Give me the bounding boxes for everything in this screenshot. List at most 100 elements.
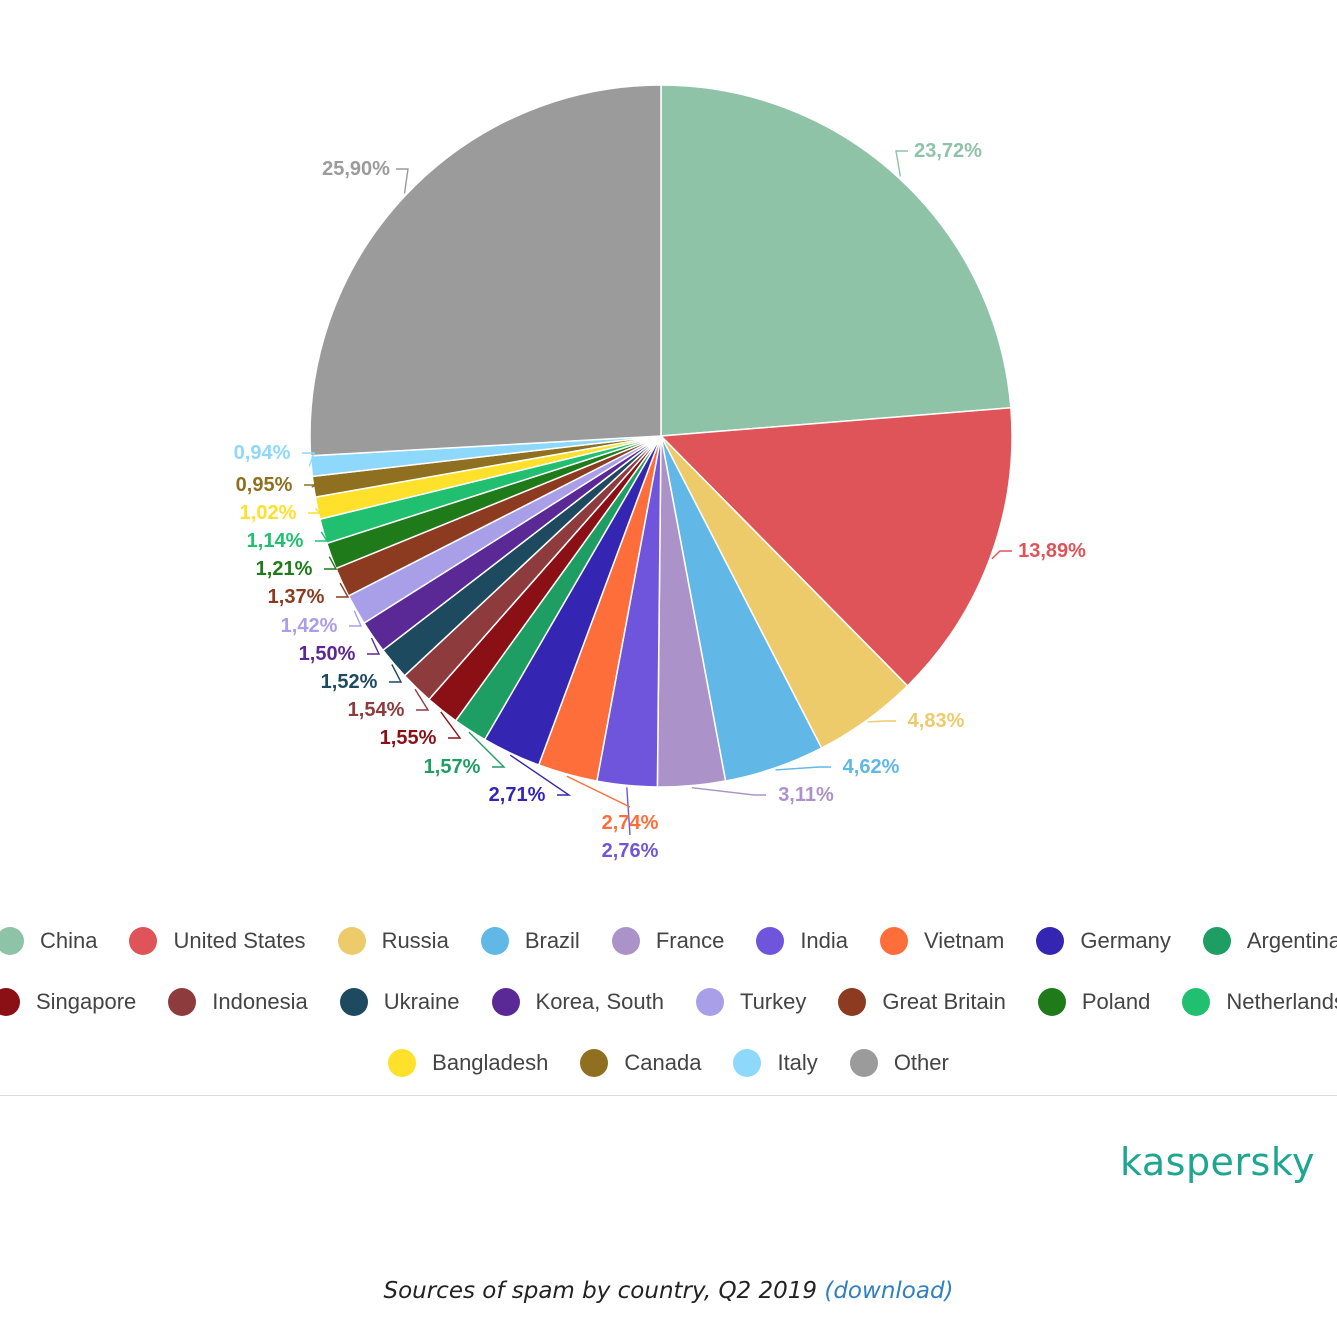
legend-swatch (733, 1048, 762, 1077)
pct-label-turkey: 1,42% (281, 615, 338, 637)
pct-label-bangladesh: 1,02% (240, 502, 297, 524)
legend-swatch (880, 926, 909, 955)
legend-item-india[interactable]: India (756, 926, 849, 955)
leader-line-ukraine (389, 664, 403, 683)
legend-item-great-britain[interactable]: Great Britain (838, 987, 1006, 1016)
legend-item-germany[interactable]: Germany (1036, 926, 1171, 955)
pct-label-brazil: 4,62% (843, 756, 900, 778)
leader-line-bangladesh (308, 508, 322, 514)
legend-item-argentina[interactable]: Argentina (1202, 926, 1337, 955)
caption-text: Sources of spam by country, Q2 2019 (383, 1278, 818, 1304)
leader-line-russia (868, 720, 896, 723)
legend-row: Singapore Indonesia Ukraine Korea, South Tur… (0, 971, 1337, 1032)
legend-label: India (800, 927, 849, 953)
legend-label: Italy (777, 1049, 818, 1075)
leader-line-great-britain (336, 582, 350, 598)
legend-swatch (695, 987, 724, 1016)
pie-slice-united-states (659, 406, 1013, 687)
legend-label: China (40, 927, 98, 953)
legend-label: Germany (1080, 927, 1171, 953)
leader-line-canada (304, 484, 317, 488)
legend-item-ukraine[interactable]: Ukraine (339, 987, 460, 1016)
legend-label: France (655, 927, 725, 953)
pct-label-great-britain: 1,37% (268, 586, 325, 608)
legend-item-other[interactable]: Other (849, 1048, 949, 1077)
pct-label-poland: 1,21% (256, 558, 313, 580)
legend-swatch (849, 1048, 878, 1077)
legend-swatch (129, 926, 158, 955)
pct-label-china: 23,72% (914, 140, 982, 162)
legend-swatch (580, 1048, 609, 1077)
legend-item-indonesia[interactable]: Indonesia (168, 987, 308, 1016)
kaspersky-logo: kaspersky (1120, 1140, 1315, 1184)
leader-line-china (895, 150, 908, 177)
chart-caption: Sources of spam by country, Q2 2019 (dow… (0, 1278, 1337, 1304)
legend-swatch (1202, 926, 1231, 955)
legend-item-canada[interactable]: Canada (580, 1048, 702, 1077)
legend-label: Netherlands (1226, 988, 1337, 1014)
pct-label-vietnam: 2,74% (602, 812, 659, 834)
chart-legend: China United States Russia Brazil France Indi… (0, 910, 1337, 1093)
legend-swatch (756, 926, 785, 955)
legend-swatch (0, 926, 24, 955)
legend-item-korea-south[interactable]: Korea, South (491, 987, 664, 1016)
legend-item-brazil[interactable]: Brazil (480, 926, 580, 955)
pct-label-singapore: 1,55% (380, 727, 437, 749)
leader-line-argentina (468, 731, 506, 768)
legend-item-singapore[interactable]: Singapore (0, 987, 136, 1016)
legend-label: Brazil (524, 927, 580, 953)
legend-row: China United States Russia Brazil France Indi… (0, 910, 1337, 971)
pct-label-germany: 2,71% (489, 784, 546, 806)
leader-line-brazil (775, 766, 831, 771)
legend-item-poland[interactable]: Poland (1037, 987, 1150, 1016)
legend-item-bangladesh[interactable]: Bangladesh (388, 1048, 548, 1077)
pct-label-korea-south: 1,50% (299, 643, 356, 665)
leader-line-other (396, 168, 409, 194)
legend-item-turkey[interactable]: Turkey (695, 987, 806, 1016)
legend-label: Russia (381, 927, 449, 953)
pct-label-italy: 0,94% (234, 442, 291, 464)
legend-label: Great Britain (882, 988, 1006, 1014)
pct-label-canada: 0,95% (236, 474, 293, 496)
leader-line-singapore (440, 711, 462, 739)
legend-item-france[interactable]: France (611, 926, 725, 955)
legend-label: Canada (624, 1049, 702, 1075)
legend-swatch (168, 987, 197, 1016)
pie-slices (309, 84, 1013, 788)
leader-line-korea-south (367, 637, 381, 655)
leader-line-united-states (991, 550, 1012, 560)
pct-label-india: 2,76% (602, 840, 659, 862)
pie-slice-other (309, 84, 662, 457)
legend-label: United States (173, 927, 306, 953)
legend-swatch (838, 987, 867, 1016)
legend-swatch (337, 926, 366, 955)
percentage-labels: 23,72% 13,89% 4,83% 4,62% 3,11% 2,76% 2,74% 2,7… (234, 140, 1086, 862)
legend-label: Argentina (1246, 927, 1337, 953)
legend-label: Korea, South (535, 988, 664, 1014)
leader-line-italy (302, 452, 315, 467)
download-link[interactable]: (download) (824, 1278, 954, 1304)
divider (0, 1095, 1337, 1096)
legend-swatch (339, 987, 368, 1016)
legend-swatch (1182, 987, 1211, 1016)
legend-item-italy[interactable]: Italy (733, 1048, 818, 1077)
pct-label-russia: 4,83% (908, 710, 965, 732)
pct-label-indonesia: 1,54% (348, 699, 405, 721)
pie-slice-china (660, 84, 1012, 437)
pct-label-other: 25,90% (322, 158, 390, 180)
leader-line-india (626, 787, 631, 836)
legend-swatch (611, 926, 640, 955)
legend-label: Vietnam (924, 927, 1005, 953)
leader-lines (302, 150, 1012, 836)
leader-line-france (691, 787, 766, 796)
legend-label: Indonesia (212, 988, 308, 1014)
legend-swatch (480, 926, 509, 955)
legend-label: Ukraine (383, 988, 460, 1014)
legend-item-united-states[interactable]: United States (129, 926, 306, 955)
legend-item-china[interactable]: China (0, 926, 98, 955)
legend-item-netherlands[interactable]: Netherlands (1182, 987, 1337, 1016)
pct-label-netherlands: 1,14% (247, 530, 304, 552)
legend-item-russia[interactable]: Russia (337, 926, 449, 955)
legend-item-vietnam[interactable]: Vietnam (880, 926, 1005, 955)
pct-label-united-states: 13,89% (1018, 540, 1086, 562)
